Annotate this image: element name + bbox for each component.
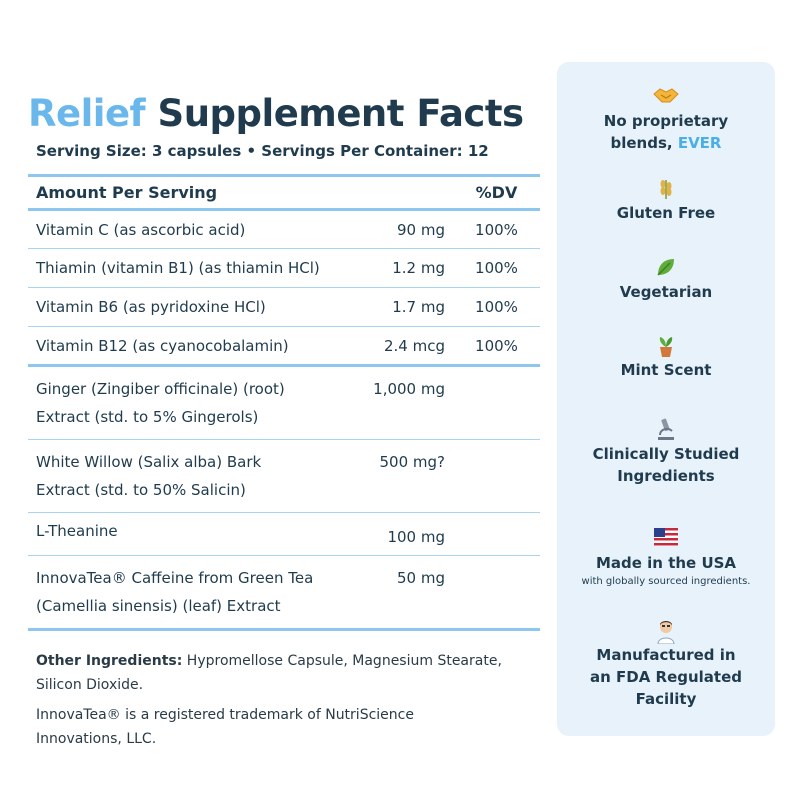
leaf-icon <box>557 255 775 281</box>
ingredient-name: Thiamin (vitamin B1) (as thiamin HCl) <box>28 248 353 288</box>
serving-info: Serving Size: 3 capsules • Servings Per … <box>36 142 489 160</box>
table-row: L-Theanine 100 mg <box>28 512 540 556</box>
ingredient-amount: 50 mg <box>353 555 453 631</box>
made-in-usa-badge: Made in the USA with globally sourced in… <box>557 526 775 590</box>
ingredient-dv: 100% <box>453 248 540 288</box>
gluten-free-badge: Gluten Free <box>557 176 775 224</box>
amount-per-serving-header: Amount Per Serving <box>28 174 353 211</box>
other-ingredients-label: Other Ingredients: <box>36 653 183 669</box>
ingredient-name-detail: Extract (std. to 50% Salicin) <box>36 481 246 499</box>
ingredient-amount: 1.7 mg <box>353 287 453 327</box>
ingredient-name-detail: Extract (std. to 5% Gingerols) <box>36 408 259 426</box>
ingredient-dv: 100% <box>453 326 540 367</box>
us-flag-icon <box>557 526 775 552</box>
table-row: Vitamin B6 (as pyridoxine HCl) 1.7 mg 10… <box>28 287 540 327</box>
ingredient-amount: 100 mg <box>353 512 453 556</box>
facts-table: Amount Per Serving %DV Vitamin C (as asc… <box>28 174 540 631</box>
dv-header: %DV <box>453 174 540 211</box>
ingredient-dv: 100% <box>453 209 540 249</box>
trademark-note: InnovaTea® is a registered trademark of … <box>36 707 414 747</box>
ingredient-name: Vitamin B12 (as cyanocobalamin) <box>28 326 353 367</box>
other-ingredients-text: Hypromellose Capsule, Magnesium Stearate… <box>182 653 502 669</box>
ingredient-amount: 2.4 mcg <box>353 326 453 367</box>
other-ingredients: Other Ingredients: Hypromellose Capsule,… <box>28 649 540 751</box>
handshake-icon <box>557 84 775 110</box>
ingredient-name: Vitamin B6 (as pyridoxine HCl) <box>28 287 353 327</box>
microscope-icon <box>557 417 775 443</box>
ingredient-name: L-Theanine <box>36 522 118 540</box>
supplement-facts-panel: Relief Supplement Facts Serving Size: 3 … <box>28 92 540 751</box>
fda-facility-badge: Manufactured in an FDA Regulated Facilit… <box>557 618 775 710</box>
ingredient-amount: 500 mg? <box>353 439 453 513</box>
ingredient-name: InnovaTea® Caffeine from Green Tea <box>36 569 314 587</box>
clinically-studied-badge: Clinically Studied Ingredients <box>557 417 775 487</box>
features-panel: No proprietary blends, EVER Gluten Free … <box>557 62 775 736</box>
table-row: Ginger (Zingiber officinale) (root) Extr… <box>28 365 540 440</box>
ingredient-name: White Willow (Salix alba) Bark <box>36 453 262 471</box>
ingredient-amount: 1.2 mg <box>353 248 453 288</box>
table-row: White Willow (Salix alba) Bark Extract (… <box>28 439 540 513</box>
facts-header-row: Amount Per Serving %DV <box>28 174 540 211</box>
page-title: Relief Supplement Facts <box>28 92 540 136</box>
ingredient-name-detail: (Camellia sinensis) (leaf) Extract <box>36 597 281 615</box>
brand-name: Relief <box>28 92 146 135</box>
wheat-icon <box>557 176 775 202</box>
other-ingredients-text: Silicon Dioxide. <box>36 677 144 693</box>
ingredient-amount: 1,000 mg <box>353 365 453 440</box>
ingredient-amount: 90 mg <box>353 209 453 249</box>
table-row: Vitamin C (as ascorbic acid) 90 mg 100% <box>28 209 540 249</box>
table-row: InnovaTea® Caffeine from Green Tea (Came… <box>28 555 540 631</box>
mint-scent-badge: Mint Scent <box>557 333 775 381</box>
scientist-icon <box>557 618 775 645</box>
ingredient-name: Vitamin C (as ascorbic acid) <box>28 209 353 249</box>
potted-plant-icon <box>557 333 775 359</box>
no-blends-badge: No proprietary blends, EVER <box>557 84 775 154</box>
vegetarian-badge: Vegetarian <box>557 255 775 303</box>
ingredient-name: Ginger (Zingiber officinale) (root) <box>36 380 285 398</box>
title-text: Supplement Facts <box>157 92 525 135</box>
table-row: Vitamin B12 (as cyanocobalamin) 2.4 mcg … <box>28 326 540 367</box>
table-row: Thiamin (vitamin B1) (as thiamin HCl) 1.… <box>28 248 540 288</box>
ingredient-dv: 100% <box>453 287 540 327</box>
